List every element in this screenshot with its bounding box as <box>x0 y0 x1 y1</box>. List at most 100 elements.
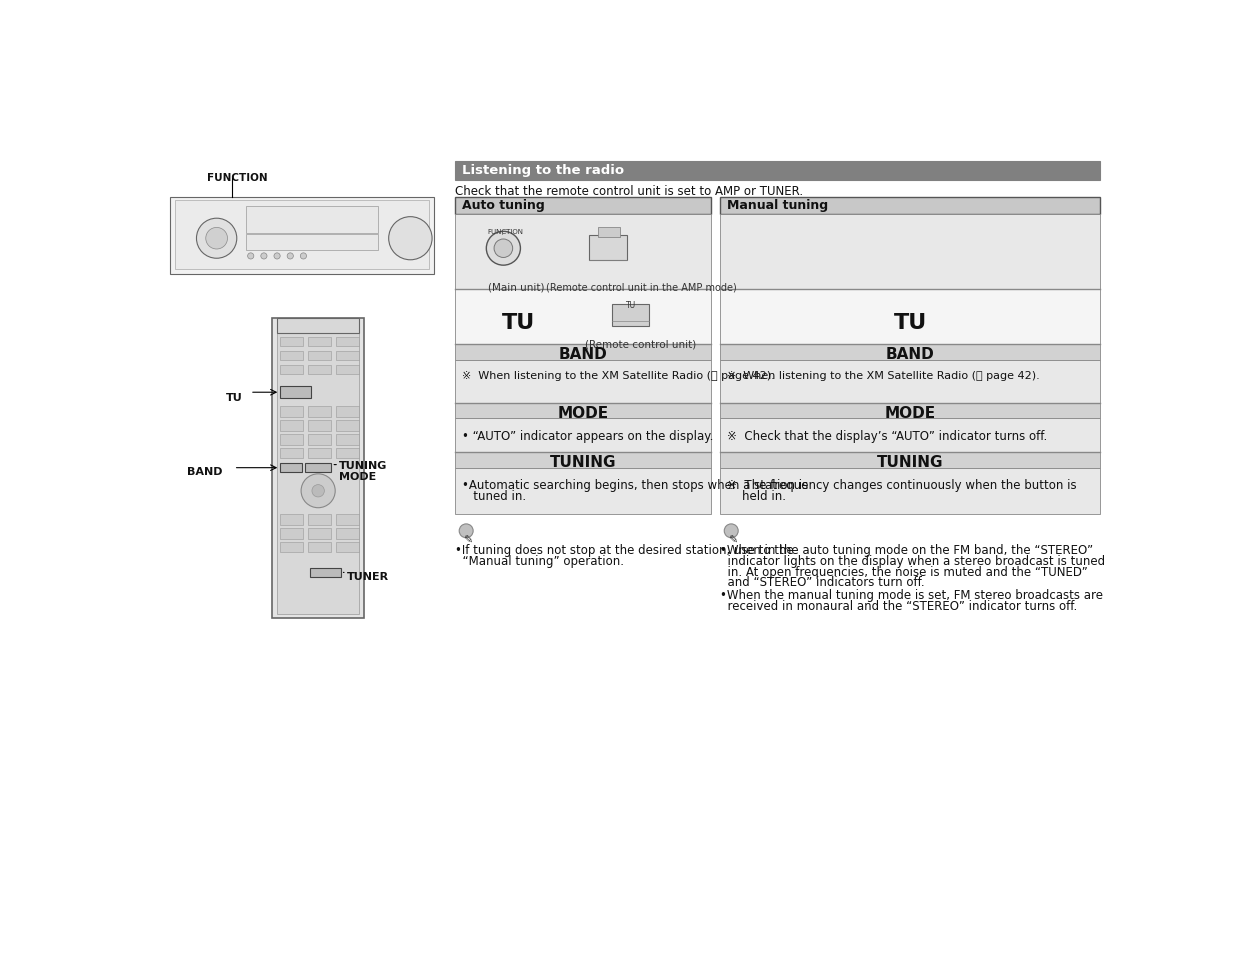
Bar <box>720 403 1100 419</box>
Text: •If tuning does not stop at the desired station, use to the: •If tuning does not stop at the desired … <box>455 543 794 557</box>
Bar <box>336 515 359 525</box>
Bar <box>455 468 711 515</box>
Bar <box>720 290 1100 345</box>
Bar <box>455 162 1100 180</box>
Bar <box>280 463 302 473</box>
Bar <box>277 318 359 334</box>
Text: Manual tuning: Manual tuning <box>726 199 828 212</box>
Bar <box>336 542 359 553</box>
Bar <box>280 352 303 360</box>
Bar <box>597 228 620 237</box>
Bar <box>336 448 359 459</box>
Bar <box>174 200 429 270</box>
Text: received in monaural and the “STEREO” indicator turns off.: received in monaural and the “STEREO” in… <box>720 598 1077 612</box>
Bar <box>455 453 711 468</box>
Circle shape <box>287 253 293 260</box>
Bar <box>280 515 303 525</box>
Bar <box>336 407 359 417</box>
Text: BAND: BAND <box>187 467 223 476</box>
Text: MODE: MODE <box>339 472 376 481</box>
Text: indicator lights on the display when a stereo broadcast is tuned: indicator lights on the display when a s… <box>720 555 1106 567</box>
Bar <box>280 448 303 459</box>
Text: ✎: ✎ <box>729 535 737 545</box>
Bar <box>308 435 332 445</box>
Text: •When the manual tuning mode is set, FM stereo broadcasts are: •When the manual tuning mode is set, FM … <box>720 588 1103 601</box>
Text: TUNING: TUNING <box>339 460 387 471</box>
Bar <box>455 345 711 360</box>
Bar <box>720 419 1100 453</box>
Text: Auto tuning: Auto tuning <box>461 199 544 212</box>
Bar <box>280 407 303 417</box>
Text: ※  When listening to the XM Satellite Radio (⨿ page 42).: ※ When listening to the XM Satellite Rad… <box>726 371 1039 380</box>
Bar <box>336 352 359 360</box>
Circle shape <box>205 228 228 250</box>
Text: ※  When listening to the XM Satellite Radio (⨿ page 42).: ※ When listening to the XM Satellite Rad… <box>461 371 774 380</box>
Bar <box>455 403 711 419</box>
Text: ※  The frequency changes continuously when the button is: ※ The frequency changes continuously whe… <box>726 478 1076 491</box>
Bar <box>455 197 711 214</box>
Bar <box>280 337 303 347</box>
Bar <box>246 207 377 233</box>
Text: TU: TU <box>626 300 636 310</box>
Bar <box>720 214 1100 290</box>
Bar <box>455 360 711 403</box>
Circle shape <box>261 253 267 260</box>
Text: MODE: MODE <box>884 405 936 420</box>
Bar <box>720 453 1100 468</box>
Text: Check that the remote control unit is set to AMP or TUNER.: Check that the remote control unit is se… <box>455 185 804 198</box>
Text: tuned in.: tuned in. <box>461 490 526 503</box>
Bar <box>171 197 434 274</box>
Circle shape <box>247 253 254 260</box>
Text: FUNCTION: FUNCTION <box>487 229 524 235</box>
Text: ※  Check that the display’s “AUTO” indicator turns off.: ※ Check that the display’s “AUTO” indica… <box>726 430 1047 443</box>
Bar <box>336 435 359 445</box>
Bar <box>309 568 340 578</box>
Bar <box>612 305 649 327</box>
Bar <box>336 337 359 347</box>
Bar <box>308 365 332 375</box>
Text: (Main unit): (Main unit) <box>487 282 544 292</box>
Text: MODE: MODE <box>558 405 609 420</box>
Text: (Remote control unit in the AMP mode): (Remote control unit in the AMP mode) <box>546 282 737 292</box>
Text: TUNER: TUNER <box>346 571 388 581</box>
Text: “Manual tuning” operation.: “Manual tuning” operation. <box>455 555 625 567</box>
Text: FUNCTION: FUNCTION <box>208 172 268 183</box>
Bar <box>272 318 364 618</box>
Text: (Remote control unit): (Remote control unit) <box>585 339 696 349</box>
Bar <box>308 407 332 417</box>
Text: held in.: held in. <box>726 490 785 503</box>
Circle shape <box>273 253 280 260</box>
Bar <box>280 365 303 375</box>
Circle shape <box>388 217 432 260</box>
Circle shape <box>301 475 335 508</box>
Text: TU: TU <box>502 313 536 333</box>
Bar <box>720 468 1100 515</box>
Circle shape <box>724 524 738 538</box>
Circle shape <box>459 524 473 538</box>
Bar <box>336 528 359 539</box>
Bar <box>308 420 332 432</box>
Text: TUNING: TUNING <box>877 455 944 469</box>
Text: • “AUTO” indicator appears on the display.: • “AUTO” indicator appears on the displa… <box>461 430 713 443</box>
Circle shape <box>494 240 512 258</box>
Bar <box>720 360 1100 403</box>
Bar <box>280 528 303 539</box>
Circle shape <box>197 219 236 259</box>
Text: Listening to the radio: Listening to the radio <box>463 164 625 176</box>
Bar <box>720 345 1100 360</box>
Bar <box>308 448 332 459</box>
Bar <box>280 435 303 445</box>
Text: BAND: BAND <box>559 347 607 361</box>
Bar <box>277 322 359 615</box>
Bar <box>280 387 312 399</box>
Circle shape <box>312 485 324 497</box>
Bar <box>589 236 627 260</box>
Text: TU: TU <box>893 313 927 333</box>
Text: TU: TU <box>226 393 242 403</box>
Bar <box>306 463 332 473</box>
Text: ✎: ✎ <box>463 535 473 545</box>
Bar <box>308 337 332 347</box>
Bar <box>308 542 332 553</box>
Bar <box>455 290 711 345</box>
Bar <box>308 528 332 539</box>
